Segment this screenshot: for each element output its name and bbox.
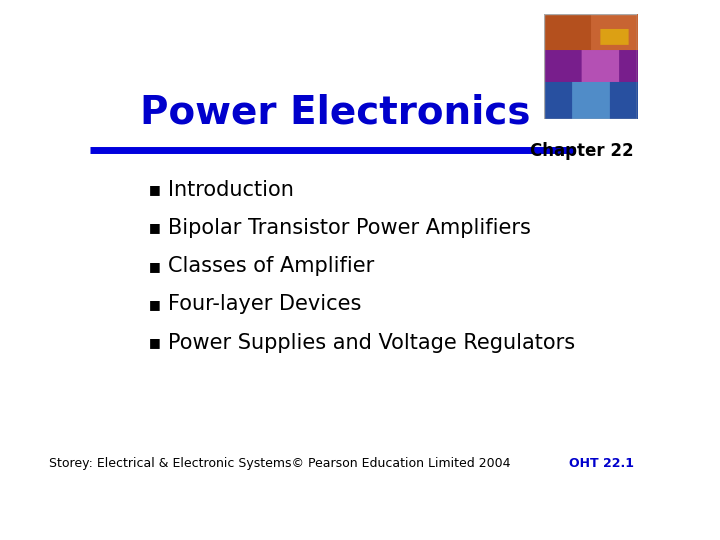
Text: Storey: Electrical & Electronic Systems© Pearson Education Limited 2004: Storey: Electrical & Electronic Systems©…: [49, 457, 510, 470]
Text: ■: ■: [148, 221, 161, 234]
Text: ■: ■: [148, 298, 161, 311]
Text: Classes of Amplifier: Classes of Amplifier: [168, 256, 374, 276]
Text: ■: ■: [148, 336, 161, 349]
Text: Bipolar Transistor Power Amplifiers: Bipolar Transistor Power Amplifiers: [168, 218, 531, 238]
Text: ■: ■: [148, 260, 161, 273]
Text: Four-layer Devices: Four-layer Devices: [168, 294, 361, 314]
Text: Introduction: Introduction: [168, 179, 294, 200]
Text: Power Electronics: Power Electronics: [140, 93, 531, 132]
Text: OHT 22.1: OHT 22.1: [569, 457, 634, 470]
Text: Chapter 22: Chapter 22: [531, 141, 634, 160]
Text: Power Supplies and Voltage Regulators: Power Supplies and Voltage Regulators: [168, 333, 575, 353]
Text: ■: ■: [148, 183, 161, 196]
